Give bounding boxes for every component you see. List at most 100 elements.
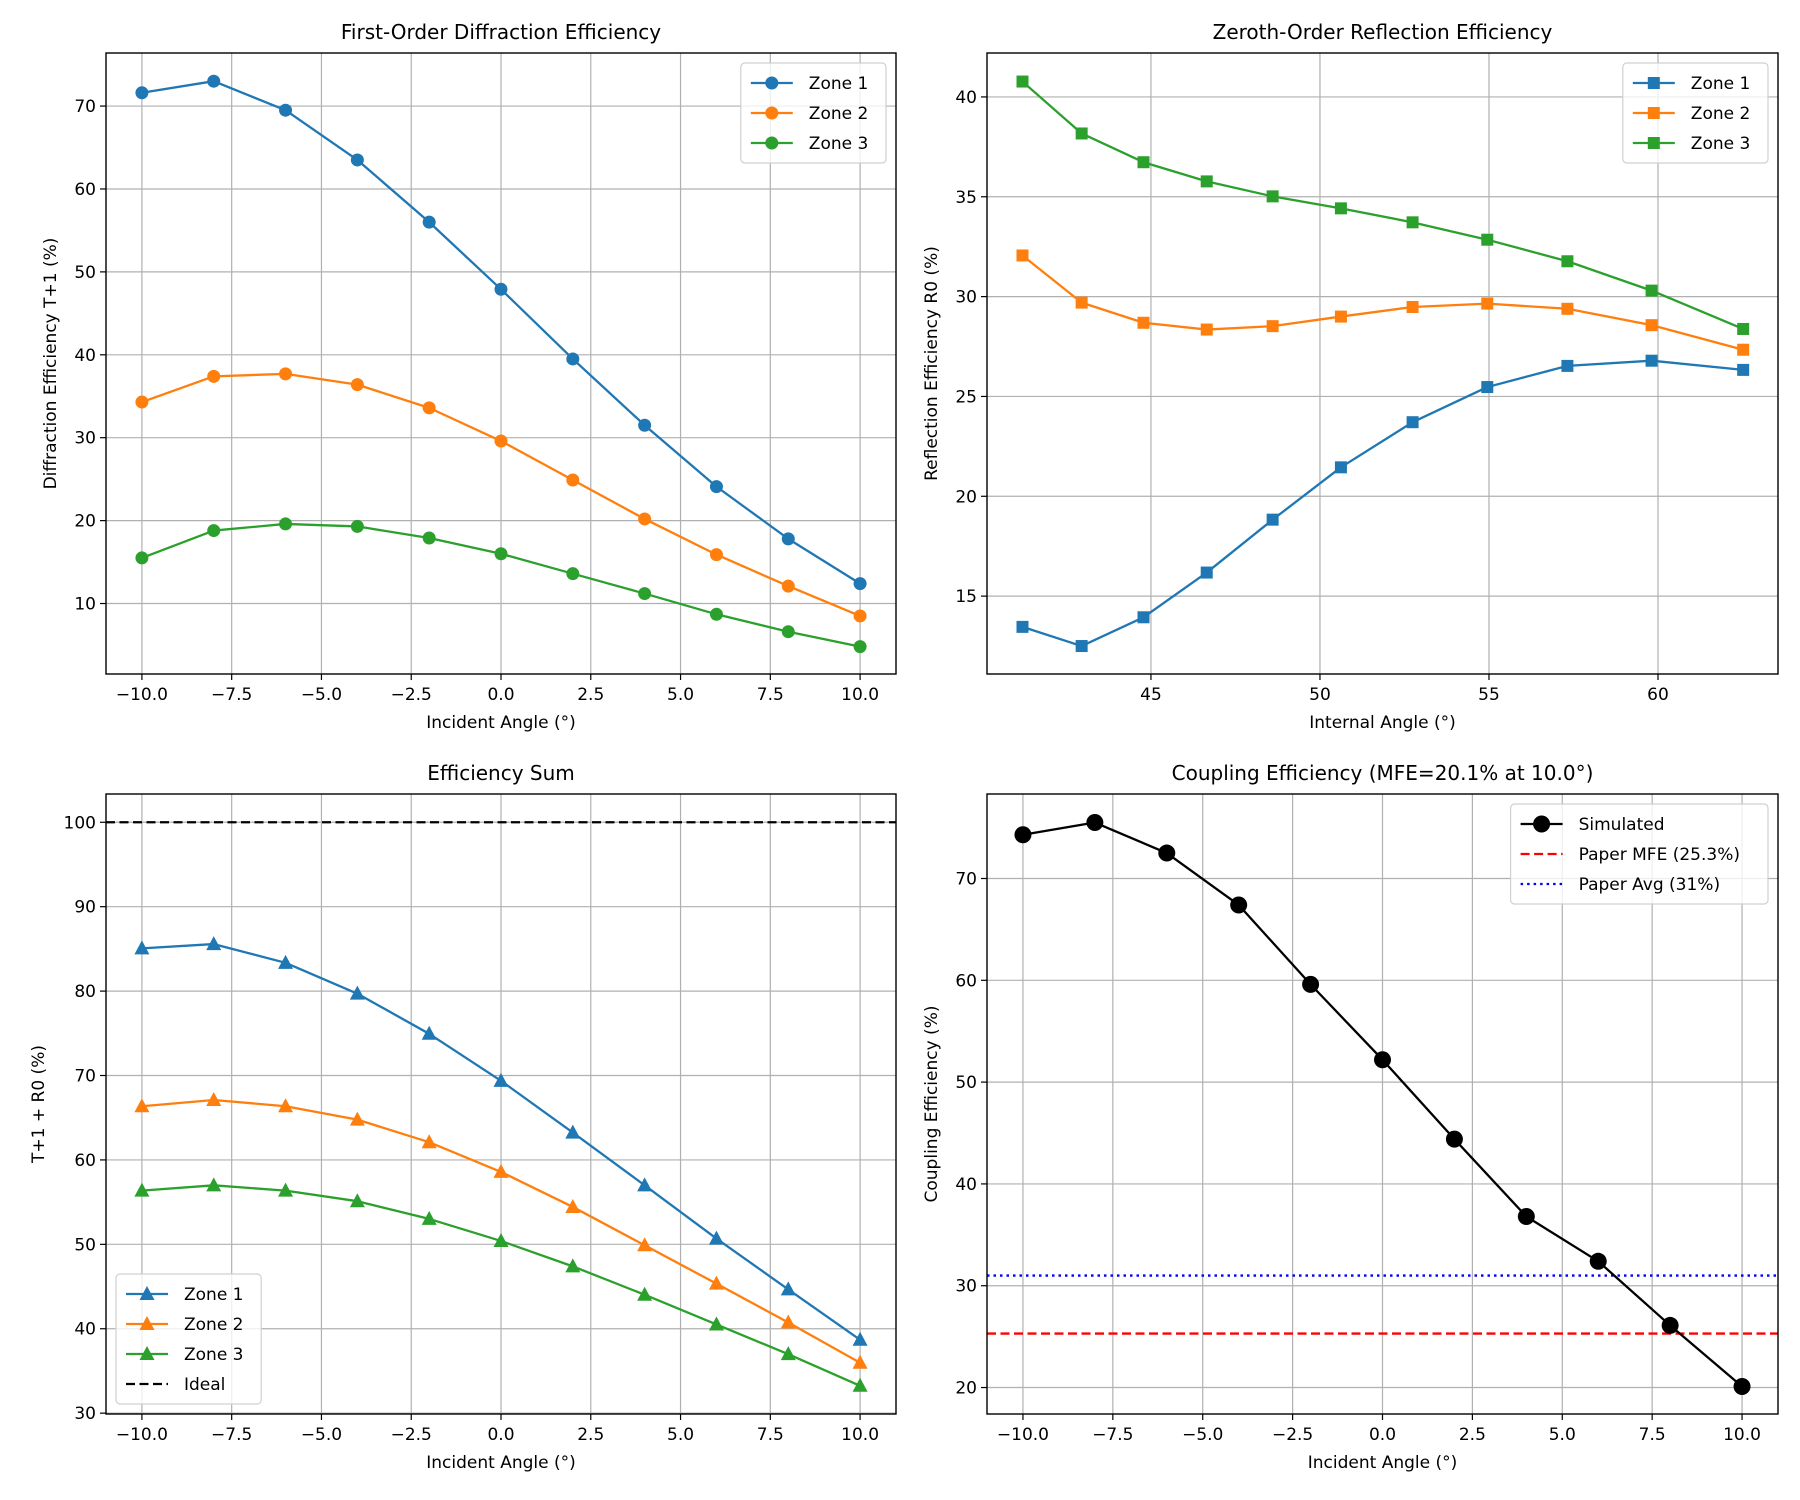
- data-point: [1334, 202, 1347, 215]
- data-point: [1302, 975, 1320, 993]
- x-tick-label: 0.0: [487, 1425, 514, 1445]
- legend-item: Zone 2: [126, 1315, 244, 1335]
- x-axis-label: Incident Angle (°): [1308, 1453, 1458, 1473]
- data-point: [1645, 284, 1658, 297]
- data-point: [637, 1286, 653, 1301]
- series-1: [134, 936, 868, 1346]
- data-point: [135, 395, 149, 409]
- series-2: [135, 367, 867, 623]
- legend: Simulated Paper MFE (25.3%) Paper Avg (31%…: [1509, 803, 1769, 905]
- x-tick-label: 10.0: [841, 685, 879, 705]
- data-point: [1737, 343, 1750, 356]
- legend-label: Zone 2: [184, 1315, 244, 1335]
- data-point: [1016, 75, 1029, 88]
- y-tick-label: 30: [74, 1404, 96, 1424]
- data-point: [207, 524, 221, 538]
- legend-marker: [139, 1346, 155, 1360]
- legend-label: Paper Avg (31%): [1579, 875, 1721, 895]
- data-point: [1086, 814, 1104, 832]
- data-point: [278, 1098, 294, 1113]
- data-point: [566, 567, 580, 581]
- data-point: [134, 1182, 150, 1197]
- data-point: [1661, 1316, 1679, 1334]
- data-point: [206, 1091, 222, 1106]
- data-point: [1561, 302, 1574, 315]
- data-point: [206, 1177, 222, 1192]
- legend-item: Zone 3: [750, 134, 869, 154]
- legend-marker: [1533, 815, 1551, 833]
- axes-frame: [986, 52, 1779, 675]
- y-tick-label: 40: [955, 1175, 977, 1195]
- y-tick-label: 70: [74, 97, 96, 117]
- y-tick-label: 70: [955, 869, 977, 889]
- data-point: [1334, 310, 1347, 323]
- x-axis-label: Incident Angle (°): [426, 713, 576, 733]
- data-point: [1016, 620, 1029, 633]
- data-point: [422, 401, 436, 415]
- series-1: [135, 74, 867, 591]
- legend: Zone 1 Zone 2 Zone 3: [1622, 62, 1769, 164]
- data-point: [422, 531, 436, 545]
- data-point: [493, 1163, 509, 1178]
- data-point: [279, 103, 293, 117]
- data-point: [350, 378, 364, 392]
- y-axis-label: Reflection Efficiency R0 (%): [922, 246, 942, 481]
- series-3: [134, 1177, 868, 1392]
- data-point: [780, 1314, 796, 1329]
- legend-item: Paper Avg (31%): [1520, 875, 1721, 895]
- data-point: [421, 1134, 437, 1149]
- data-point: [349, 985, 365, 1000]
- data-point: [1230, 896, 1248, 914]
- x-tick-label: −2.5: [391, 1425, 432, 1445]
- data-point: [135, 86, 149, 100]
- y-axis-label: Diffraction Efficiency T+1 (%): [41, 238, 61, 490]
- x-axis-label: Incident Angle (°): [426, 1453, 576, 1473]
- legend-label: Zone 3: [809, 134, 869, 154]
- legend-label: Zone 2: [1691, 104, 1751, 124]
- chart-panel-1: −10.0 −7.5 −5.0 −2.5 0.0 2.5 5.0 7.5 10.0 10 20 30 4…: [41, 20, 897, 733]
- legend-label: Ideal: [184, 1375, 225, 1395]
- x-tick-label: 5.0: [667, 1425, 694, 1445]
- legend-item: Zone 1: [126, 1285, 244, 1305]
- x-tick-label: −2.5: [1272, 1425, 1313, 1445]
- data-point: [638, 512, 652, 526]
- series-3: [1016, 75, 1750, 335]
- data-point: [1075, 127, 1088, 140]
- data-point: [1481, 297, 1494, 310]
- data-point: [708, 1275, 724, 1290]
- data-point: [1737, 322, 1750, 335]
- y-tick-label: 50: [74, 1235, 96, 1255]
- series-3: [135, 517, 867, 654]
- data-point: [709, 548, 723, 562]
- x-axis-label: Internal Angle (°): [1309, 713, 1455, 733]
- data-point: [853, 577, 867, 591]
- data-point: [1334, 461, 1347, 474]
- x-tick-label: 55: [1478, 685, 1500, 705]
- x-tick-label: 5.0: [1549, 1425, 1576, 1445]
- legend-marker: [1647, 107, 1660, 119]
- data-point: [780, 1281, 796, 1296]
- legend-item: Paper MFE (25.3%): [1520, 845, 1740, 865]
- legend-box: [115, 1273, 262, 1405]
- data-point: [134, 940, 150, 955]
- x-tick-label: 0.0: [487, 685, 514, 705]
- legend-label: Paper MFE (25.3%): [1579, 845, 1740, 865]
- data-point: [566, 352, 580, 366]
- data-point: [1200, 566, 1213, 579]
- data-point: [1481, 381, 1494, 394]
- y-tick-label: 30: [955, 288, 977, 308]
- legend-item: Zone 1: [1632, 74, 1750, 94]
- data-point: [1200, 175, 1213, 188]
- data-point: [279, 517, 293, 531]
- axes-frame: [105, 52, 897, 675]
- x-tick-label: −7.5: [211, 685, 252, 705]
- legend-marker: [765, 136, 779, 150]
- legend-label: Zone 1: [184, 1285, 244, 1305]
- y-tick-label: 30: [955, 1277, 977, 1297]
- y-tick-label: 30: [74, 429, 96, 449]
- y-tick-label: 35: [955, 188, 977, 208]
- x-tick-label: 5.0: [667, 685, 694, 705]
- x-tick-label: −10.0: [116, 685, 168, 705]
- y-tick-label: 50: [74, 263, 96, 283]
- x-tick-label: −5.0: [301, 685, 342, 705]
